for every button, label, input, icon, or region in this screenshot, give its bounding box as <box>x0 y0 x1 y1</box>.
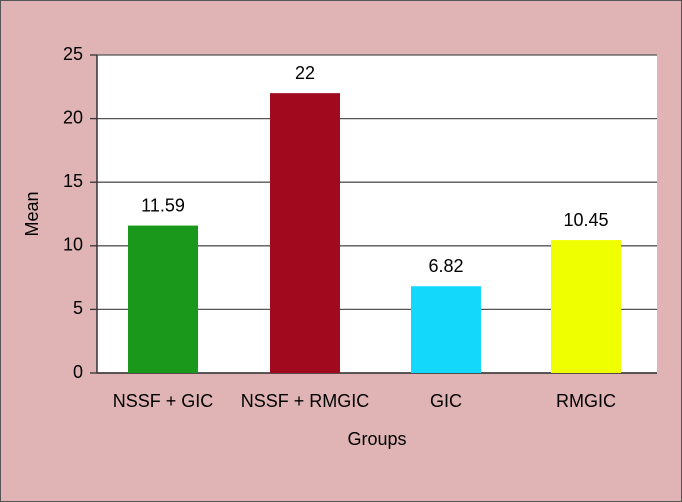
y-tick-label: 15 <box>63 171 83 191</box>
data-label: 10.45 <box>563 210 608 230</box>
x-axis-label: Groups <box>347 429 406 449</box>
y-tick-label: 0 <box>73 362 83 382</box>
x-tick-label: GIC <box>430 391 462 411</box>
y-tick-label: 5 <box>73 298 83 318</box>
bar <box>551 240 621 373</box>
data-label: 11.59 <box>141 195 185 215</box>
y-tick-label: 25 <box>63 44 83 64</box>
data-label: 22 <box>295 63 315 83</box>
x-tick-label: NSSF + GIC <box>113 391 214 411</box>
bar <box>411 286 481 373</box>
y-axis-label: Mean <box>22 191 42 236</box>
bar <box>270 93 340 373</box>
y-tick-label: 10 <box>63 235 83 255</box>
x-tick-label: NSSF + RMGIC <box>241 391 370 411</box>
x-tick-label: RMGIC <box>556 391 616 411</box>
bar <box>128 225 198 373</box>
data-label: 6.82 <box>428 256 463 276</box>
y-tick-label: 20 <box>63 107 83 127</box>
